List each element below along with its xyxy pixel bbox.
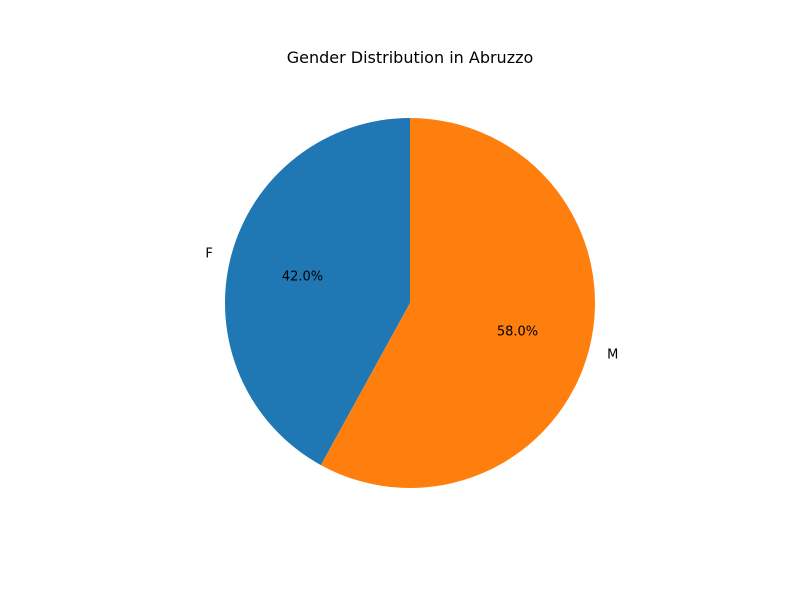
pct-label-f: 42.0% [282, 269, 323, 284]
pie-slice-m [320, 118, 595, 488]
pct-label-m: 58.0% [497, 325, 538, 340]
pie-slices [224, 118, 595, 488]
pie-labels: F 42.0% M 58.0% [205, 246, 618, 362]
chart-title: Gender Distribution in Abruzzo [287, 48, 534, 67]
slice-label-f: F [205, 246, 212, 261]
slice-label-m: M [607, 348, 618, 363]
pie-slice-f [224, 118, 410, 466]
